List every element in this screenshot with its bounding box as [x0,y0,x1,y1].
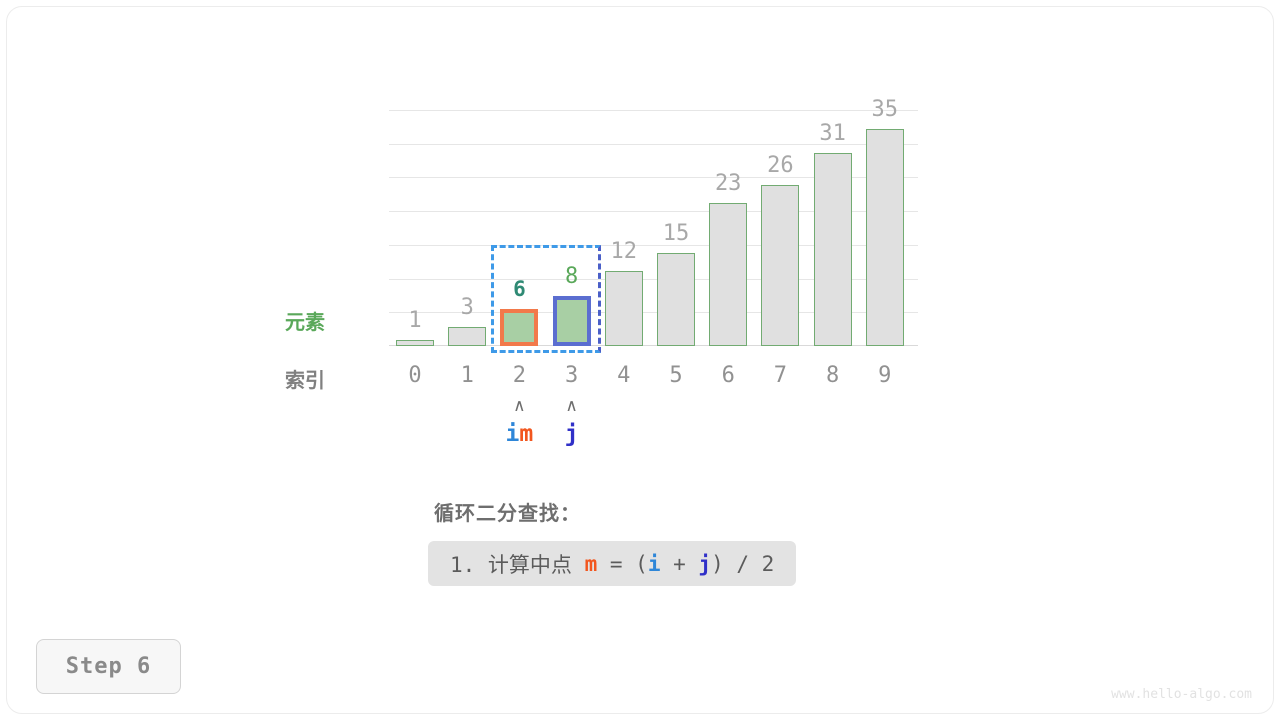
bar-value-label-3: 8 [564,264,579,290]
bar-chart-plot [389,110,918,346]
formula-suffix: ) / 2 [711,551,775,576]
formula-var-m: m [584,551,598,576]
bar-value-label-2: 6 [513,276,526,301]
index-label-8: 8 [825,363,840,388]
bar-value-label-6: 23 [714,171,742,197]
formula-var-j: j [698,551,712,576]
index-label-3: 3 [564,363,579,388]
bar-0 [396,339,434,346]
bar-value-label-5: 15 [662,220,690,246]
bar-9 [865,128,904,346]
bar-1 [448,327,487,346]
gridline [389,244,918,246]
pointer-j-group: j [542,423,602,446]
pointer-j-label: j [564,421,579,447]
index-label-4: 4 [617,363,631,388]
bar-value-label-8: 31 [819,121,846,147]
gridline [389,312,918,314]
index-label-1: 1 [460,363,474,388]
bar-value-label-4: 12 [610,239,638,265]
axis-baseline [389,345,918,346]
bar-value-label-7: 26 [767,152,794,178]
gridline [389,211,918,213]
site-watermark: www.hello-algo.com [1111,687,1252,702]
formula-var-i: i [647,551,661,576]
index-label-6: 6 [721,363,735,388]
formula-box: 1. 计算中点 m = (i + j) / 2 [428,541,797,586]
bar-7 [761,184,800,346]
index-label-5: 5 [669,363,683,388]
bar-8 [813,153,852,346]
bar-3 [552,296,591,346]
index-label-2: 2 [512,363,527,388]
element-row-label: 元素 [285,310,325,334]
bar-value-label-9: 35 [871,96,899,122]
bar-4 [604,271,643,346]
step-badge: Step 6 [36,639,181,694]
gridline [389,143,918,145]
bar-value-label-1: 3 [460,295,474,321]
formula-plus: + [660,551,699,576]
formula-prefix: 1. 计算中点 [450,552,585,577]
index-label-9: 9 [878,363,892,388]
pointer-m-label: m [519,421,534,447]
pointer-im-group: im [489,423,549,446]
caption-title: 循环二分查找： [434,501,581,525]
bar-5 [657,252,695,346]
index-label-7: 7 [773,363,788,388]
index-label-0: 0 [408,363,422,388]
pointer-i-label: i [505,421,520,447]
bar-value-label-0: 1 [408,307,422,333]
gridline [389,110,918,111]
caret-i-icon: ∧ [513,396,526,416]
index-row-label: 索引 [285,368,325,392]
bar-2 [500,308,539,346]
bar-6 [709,203,748,346]
search-range-box [491,245,601,353]
formula-eq: = ( [597,551,648,576]
caret-j-icon: ∧ [565,396,578,416]
gridline [389,177,918,179]
gridline [389,278,918,280]
